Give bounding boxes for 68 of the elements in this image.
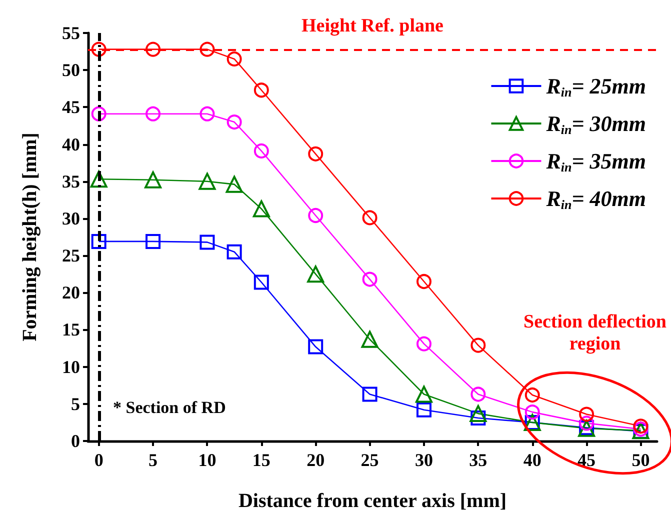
y-tick-label: 15	[62, 320, 80, 340]
y-tick-label: 0	[71, 431, 80, 451]
point	[416, 336, 432, 352]
point	[146, 42, 161, 57]
y-tick-label: 25	[62, 246, 80, 266]
point	[91, 42, 106, 57]
point	[524, 404, 540, 420]
y-tick-label: 5	[71, 394, 80, 414]
point	[470, 338, 486, 353]
x-tick-label: 30	[414, 450, 433, 470]
y-tick-label: 50	[62, 60, 80, 80]
point	[200, 42, 215, 57]
x-tick-label: 45	[578, 450, 596, 470]
point	[146, 106, 161, 122]
point	[226, 244, 242, 260]
x-tick-label: 40	[523, 450, 542, 470]
point	[144, 171, 162, 188]
point	[91, 106, 106, 122]
y-tick-label: 30	[62, 208, 80, 228]
point	[579, 406, 594, 422]
point	[308, 339, 324, 354]
x-tick-label: 5	[148, 450, 158, 470]
point	[146, 234, 161, 249]
point	[91, 234, 106, 249]
annotation: Section deflection region	[523, 312, 667, 354]
ref-line-label: Height Ref. plane	[302, 15, 444, 36]
x-tick-label: 10	[198, 450, 216, 470]
point	[254, 274, 269, 290]
point	[226, 176, 243, 193]
x-tick-label: 15	[252, 450, 270, 470]
point	[200, 106, 215, 122]
point	[307, 266, 324, 283]
x-tick-label: 35	[469, 450, 488, 470]
x-axis-title: Distance from center axis [mm]	[238, 490, 507, 512]
annotation: * Section of RD	[113, 398, 226, 417]
point	[416, 274, 432, 290]
x-tick-label: 20	[306, 450, 325, 470]
x-tick-label: 0	[94, 450, 104, 470]
y-tick-label: 10	[62, 356, 80, 377]
point	[308, 208, 324, 223]
point	[362, 272, 378, 287]
point	[254, 143, 269, 158]
point	[416, 402, 432, 418]
point	[200, 234, 215, 250]
point	[198, 172, 216, 190]
x-tick-label: 50	[632, 450, 650, 470]
x-tick-label: 25	[360, 450, 379, 470]
point	[470, 386, 486, 402]
point	[252, 200, 270, 218]
point	[579, 416, 594, 431]
y-tick-label: 35	[62, 171, 80, 192]
y-tick-label: 20	[62, 282, 80, 303]
point	[254, 82, 269, 98]
point	[361, 330, 378, 348]
y-tick-label: 40	[62, 134, 80, 154]
point	[470, 405, 487, 422]
y-tick-label: 45	[62, 97, 80, 118]
point	[415, 386, 432, 403]
point	[470, 410, 486, 426]
point	[226, 51, 242, 66]
point	[308, 146, 324, 162]
point	[90, 170, 108, 188]
point	[524, 388, 540, 403]
point	[226, 114, 242, 130]
point	[362, 210, 378, 226]
y-axis-title: Forming height(h) [mm]	[19, 132, 41, 342]
y-tick-label: 55	[62, 23, 80, 43]
point	[362, 386, 378, 402]
